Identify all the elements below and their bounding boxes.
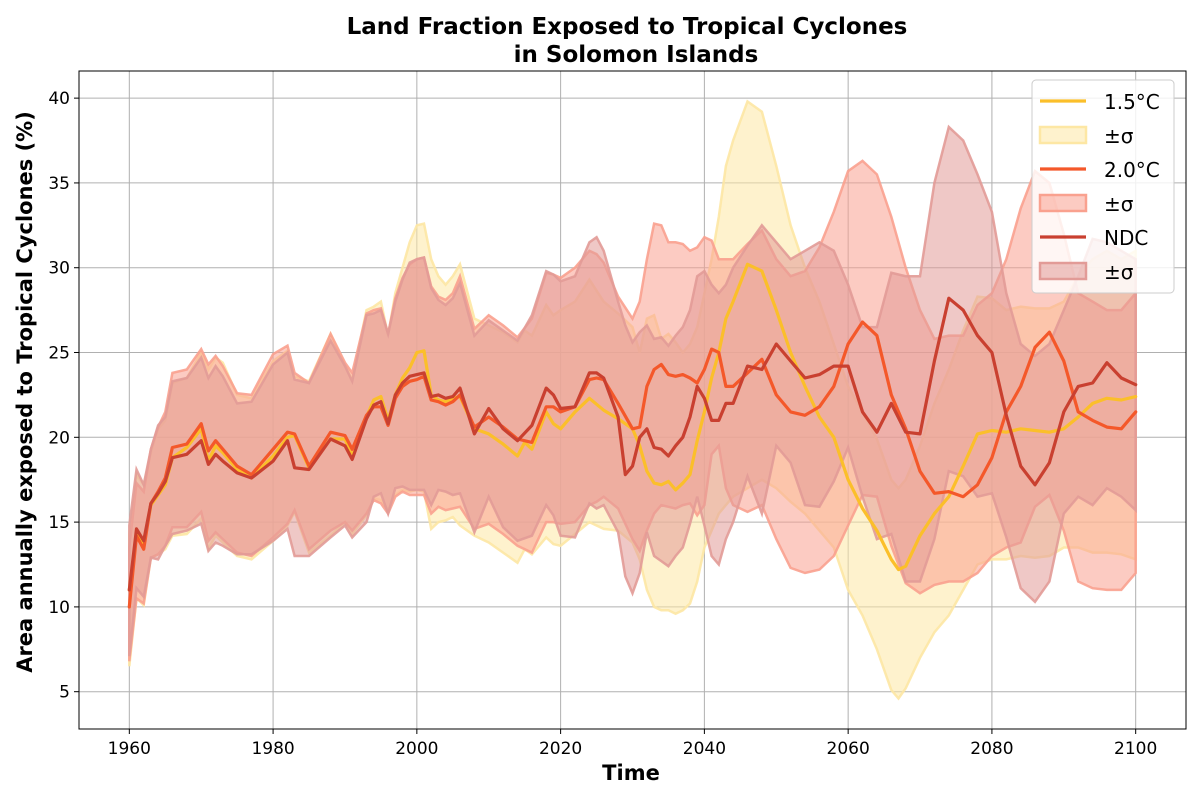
series-line-0 bbox=[127, 262, 1138, 592]
x-tick-label: 2040 bbox=[683, 739, 726, 759]
chart-subtitle: in Solomon Islands bbox=[514, 42, 759, 68]
x-tick-label: 2020 bbox=[539, 739, 582, 759]
x-tick-label: 2060 bbox=[827, 739, 870, 759]
y-tick-label: 5 bbox=[59, 683, 70, 703]
x-tick-label: 1960 bbox=[108, 739, 151, 759]
y-tick-label: 10 bbox=[48, 598, 70, 618]
series-line-2 bbox=[127, 296, 1138, 592]
legend-band-swatch bbox=[1038, 261, 1088, 281]
legend-band-label: ±σ bbox=[1104, 124, 1134, 148]
legend-series-label: NDC bbox=[1104, 226, 1148, 250]
x-tick-label: 2000 bbox=[395, 739, 438, 759]
legend: 1.5°C ±σ 2.0°C ±σ NDC ±σ bbox=[1031, 79, 1175, 294]
x-tick-label: 1980 bbox=[251, 739, 294, 759]
y-tick-label: 15 bbox=[48, 513, 70, 533]
chart-title: Land Fraction Exposed to Tropical Cyclon… bbox=[347, 14, 908, 40]
plot-frame bbox=[78, 70, 1187, 730]
y-axis-label: Area annually exposed to Tropical Cyclon… bbox=[13, 111, 37, 673]
x-axis-label: Time bbox=[602, 761, 660, 785]
legend-band-label: ±σ bbox=[1104, 192, 1134, 216]
bands bbox=[128, 99, 1137, 701]
series-line-1 bbox=[127, 320, 1138, 609]
y-tick-label: 20 bbox=[48, 428, 70, 448]
y-tick-label: 30 bbox=[48, 259, 70, 279]
y-tick-label: 35 bbox=[48, 174, 70, 194]
x-tick-label: 2100 bbox=[1114, 739, 1157, 759]
legend-band-swatch bbox=[1038, 125, 1088, 145]
legend-band-swatch bbox=[1038, 193, 1088, 213]
series-lines bbox=[127, 262, 1138, 609]
legend-band-label: ±σ bbox=[1104, 260, 1134, 284]
y-tick-label: 25 bbox=[48, 344, 70, 364]
legend-series-label: 2.0°C bbox=[1104, 158, 1160, 182]
band-2 bbox=[128, 124, 1137, 657]
x-tick-label: 2080 bbox=[970, 739, 1013, 759]
y-axis: 5 10 15 20 25 30 35 40 bbox=[48, 89, 79, 703]
legend-series-label: 1.5°C bbox=[1104, 90, 1160, 114]
x-axis: 1960 1980 2000 2020 2040 2060 2080 2100 bbox=[108, 729, 1157, 759]
y-tick-label: 40 bbox=[48, 89, 70, 109]
